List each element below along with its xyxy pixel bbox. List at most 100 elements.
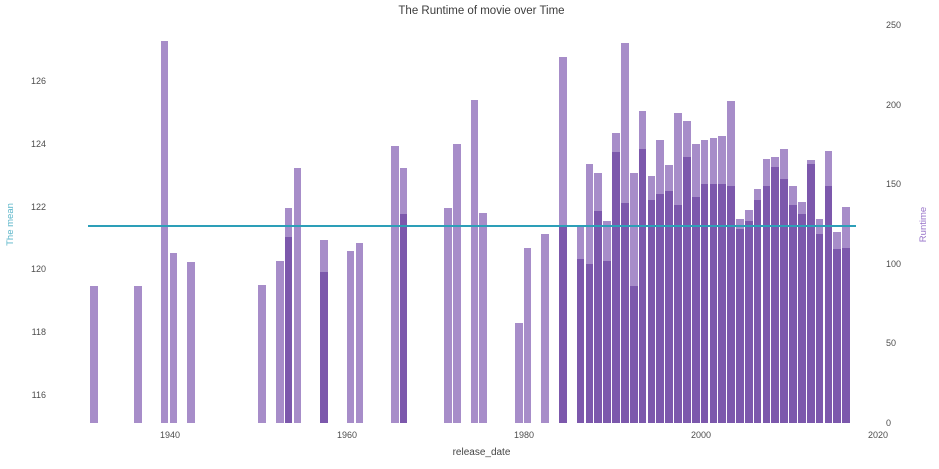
runtime-bar-2013: [815, 219, 824, 423]
right-tick-0: 0: [886, 418, 892, 428]
runtime-bar-overlap-1995: [656, 193, 665, 423]
runtime-bar-1982: [541, 233, 550, 423]
runtime-bar-overlap-1990: [612, 152, 620, 423]
runtime-bar-1994: [647, 176, 656, 423]
runtime-bar-1940: [169, 252, 178, 423]
right-axis-label: Runtime: [918, 206, 930, 242]
runtime-bar-2016: [842, 206, 850, 423]
runtime-bar-2012: [806, 160, 815, 423]
runtime-bar-overlap-1999: [691, 196, 700, 423]
right-tick-50: 50: [886, 338, 897, 349]
runtime-bar-overlap-1992: [629, 286, 638, 423]
right-tick-200: 200: [886, 99, 902, 110]
runtime-bar-overlap-1994: [647, 200, 656, 423]
runtime-bar-1965: [390, 146, 399, 423]
runtime-bar-1939: [160, 40, 169, 423]
x-tick-2020: 2020: [867, 430, 889, 440]
left-tick-122: 122: [30, 201, 46, 212]
runtime-bar-1966: [399, 168, 408, 423]
runtime-bar-2004: [736, 219, 744, 423]
runtime-bar-1986: [576, 225, 585, 423]
runtime-bar-1950: [258, 284, 266, 423]
runtime-bar-1942: [187, 262, 196, 423]
runtime-bar-overlap-2008: [771, 166, 780, 423]
runtime-bar-1936: [134, 286, 142, 423]
runtime-bar-2011: [798, 201, 806, 423]
runtime-bar-overlap-1986: [576, 259, 585, 423]
runtime-bar-2000: [700, 139, 709, 423]
runtime-bar-1996: [665, 165, 673, 423]
runtime-bar-overlap-2014: [824, 185, 833, 423]
runtime-bar-overlap-1993: [638, 149, 647, 423]
right-tick-150: 150: [886, 179, 902, 190]
x-axis-label: release_date: [452, 447, 511, 458]
runtime-bar-overlap-2012: [806, 163, 815, 423]
runtime-bar-1997: [674, 112, 682, 423]
runtime-bar-1974: [470, 99, 479, 423]
x-tick-1940: 1940: [159, 430, 180, 440]
runtime-bar-1931: [90, 286, 98, 423]
runtime-bar-2006: [753, 188, 762, 423]
runtime-bar-1971: [444, 208, 452, 423]
runtime-bar-overlap-1966: [399, 214, 408, 423]
runtime-bar-1960: [346, 251, 355, 423]
plot-area: [85, 25, 878, 423]
runtime-bar-2015: [833, 231, 842, 423]
runtime-bar-1957: [320, 239, 328, 423]
runtime-bar-2002: [718, 136, 727, 423]
runtime-bar-1984: [559, 56, 567, 423]
x-tick-1960: 1960: [336, 430, 357, 440]
x-tick-1980: 1980: [513, 430, 534, 440]
left-tick-116: 116: [31, 389, 46, 400]
runtime-bar-overlap-2003: [727, 185, 735, 423]
runtime-bar-overlap-2013: [815, 233, 824, 423]
runtime-bar-2001: [709, 138, 718, 423]
runtime-bar-1980: [523, 247, 532, 423]
runtime-bar-1992: [629, 173, 638, 423]
runtime-bar-overlap-2009: [780, 179, 789, 423]
runtime-bar-overlap-2000: [700, 184, 709, 423]
runtime-bar-1954: [293, 168, 302, 423]
runtime-bar-2010: [789, 185, 797, 423]
runtime-bar-overlap-1996: [665, 190, 673, 423]
runtime-bar-2009: [780, 149, 789, 423]
runtime-bar-overlap-1987: [585, 263, 594, 423]
runtime-bar-overlap-1953: [284, 236, 293, 423]
runtime-bar-1989: [603, 220, 611, 423]
runtime-bar-overlap-1984: [559, 225, 567, 423]
runtime-bar-1988: [594, 173, 603, 423]
left-tick-124: 124: [30, 139, 46, 150]
runtime-bar-overlap-1957: [320, 271, 328, 423]
runtime-bar-overlap-1998: [682, 157, 691, 423]
runtime-bar-overlap-2002: [718, 184, 727, 423]
runtime-bar-2005: [744, 209, 753, 423]
runtime-bar-2003: [727, 101, 735, 423]
runtime-bar-overlap-1997: [674, 204, 682, 423]
mean-line: [88, 224, 856, 227]
runtime-bar-overlap-2015: [833, 249, 842, 423]
runtime-bar-1961: [355, 243, 364, 423]
right-tick-250: 250: [886, 20, 902, 30]
runtime-bar-2014: [824, 150, 833, 423]
runtime-bar-1975: [479, 212, 488, 423]
runtime-bar-2007: [762, 158, 771, 423]
runtime-bar-1998: [682, 120, 691, 423]
runtime-bar-overlap-2004: [736, 228, 744, 423]
runtime-bar-overlap-1988: [594, 211, 603, 423]
runtime-bar-1953: [284, 208, 293, 423]
left-tick-120: 120: [30, 264, 46, 275]
runtime-bar-overlap-2006: [753, 200, 762, 423]
runtime-bar-1999: [691, 144, 700, 423]
runtime-bar-1972: [452, 144, 461, 423]
runtime-bar-1979: [514, 322, 523, 423]
runtime-bar-1990: [612, 133, 620, 423]
runtime-bar-1991: [621, 42, 629, 423]
runtime-bar-overlap-1989: [603, 260, 611, 423]
left-tick-126: 126: [30, 76, 46, 87]
runtime-bar-1995: [656, 139, 665, 423]
chart-title: The Runtime of movie over Time: [398, 5, 565, 17]
runtime-bar-2008: [771, 157, 780, 423]
runtime-bar-1952: [275, 260, 284, 423]
x-tick-2000: 2000: [690, 430, 711, 440]
